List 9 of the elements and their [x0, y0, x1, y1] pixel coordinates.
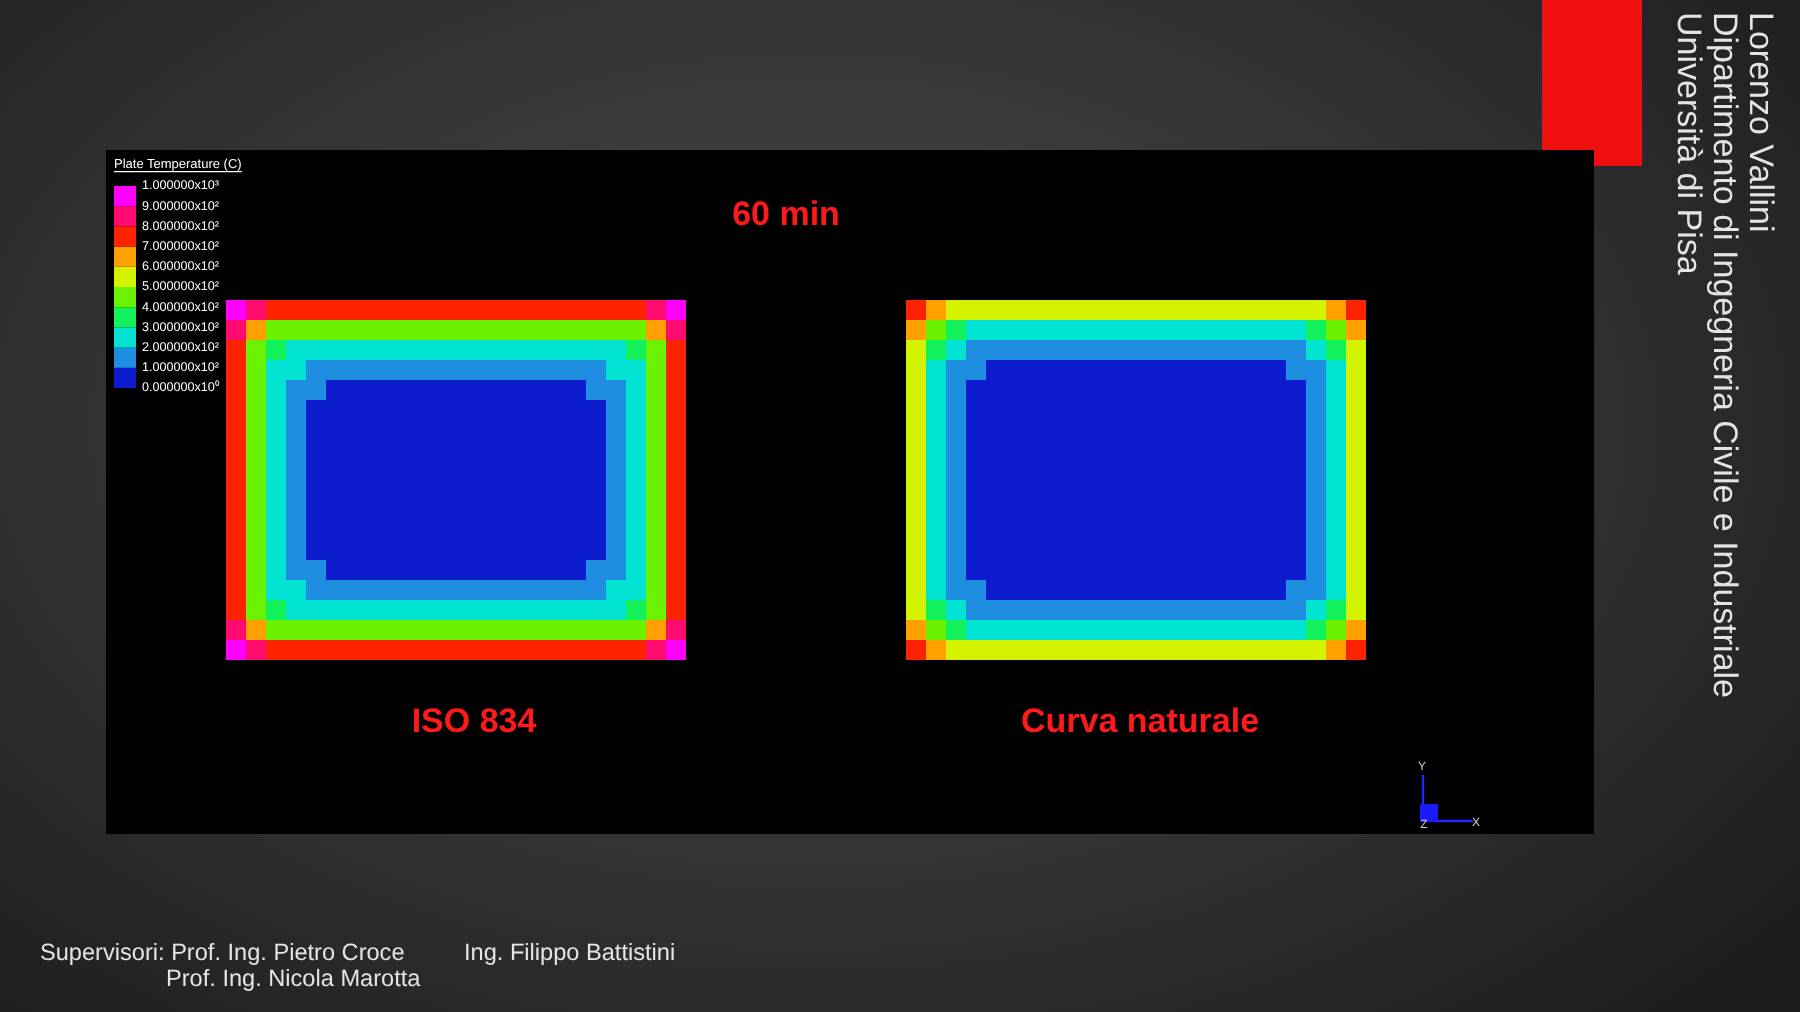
text: Ing. Filippo Battistini: [464, 938, 676, 966]
text: Supervisori: Prof. Ing. Pietro Croce: [40, 938, 405, 966]
text: Dipartimento di Ingegneria Civile e Industriale: [1706, 12, 1744, 699]
text: Prof. Ing. Nicola Marotta: [166, 964, 421, 992]
text: Curva naturale: [1020, 702, 1260, 742]
text: Università di Pisa: [1670, 12, 1708, 275]
chart-title: 60 min: [732, 195, 840, 234]
text: ISO 834: [411, 702, 537, 742]
text: Lorenzo Vallini: [1742, 12, 1780, 233]
